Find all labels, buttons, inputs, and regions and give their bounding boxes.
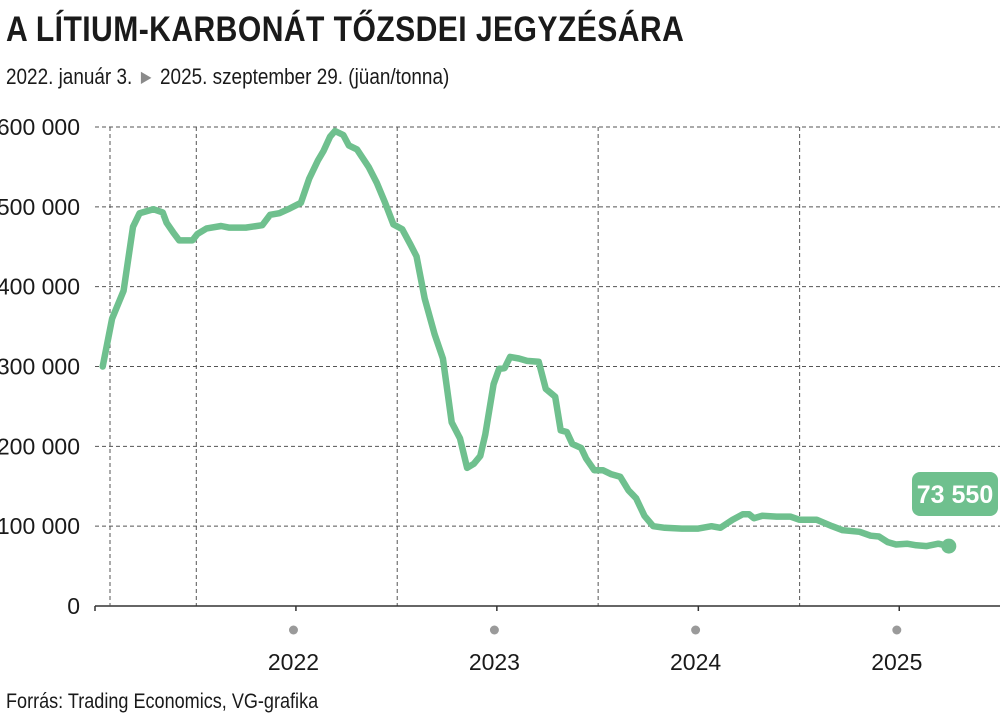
y-tick-label: 100 000 [0,513,80,539]
y-tick-label: 0 [67,593,80,619]
chart-subtitle: 2022. január 3. ▶ 2025. szeptember 29. (jü… [6,64,449,90]
year-marker-dot [892,625,902,635]
date-from: 2022. január 3. [6,64,133,89]
year-marker-dot [691,625,701,635]
year-marker-dot [288,625,298,635]
value-callout: 73 550 [912,472,998,516]
x-tick-label: 2025 [871,649,922,675]
x-tick-label: 2022 [268,649,319,675]
chart-title: A LÍTIUM-KARBONÁT TŐZSDEI JEGYZÉSÁRA [6,10,685,49]
triangle-right-icon: ▶ [140,69,152,86]
series-layer [99,127,957,554]
y-tick-labels: 0 100 000 200 000 300 000 400 000 500 000 600 … [0,114,80,619]
source-note: Forrás: Trading Economics, VG-grafika [6,690,319,713]
y-tick-label: 400 000 [0,274,80,300]
y-tick-label: 300 000 [0,354,80,380]
series-line [99,127,953,550]
grid-lines [95,126,1000,606]
axes [94,127,1000,611]
callout-label: 73 550 [917,481,993,509]
y-tick-label: 200 000 [0,433,80,459]
y-tick-label: 500 000 [0,194,80,220]
x-tick-labels: 2022 2023 2024 2025 [268,625,922,675]
x-tick-label: 2024 [670,649,721,675]
callout-badge [912,472,998,516]
year-marker-dot [489,625,499,635]
x-tick-label: 2023 [469,649,520,675]
y-tick-label: 600 000 [0,114,80,140]
endpoint-marker [941,538,957,554]
date-to: 2025. szeptember 29. (jüan/tonna) [160,64,450,89]
